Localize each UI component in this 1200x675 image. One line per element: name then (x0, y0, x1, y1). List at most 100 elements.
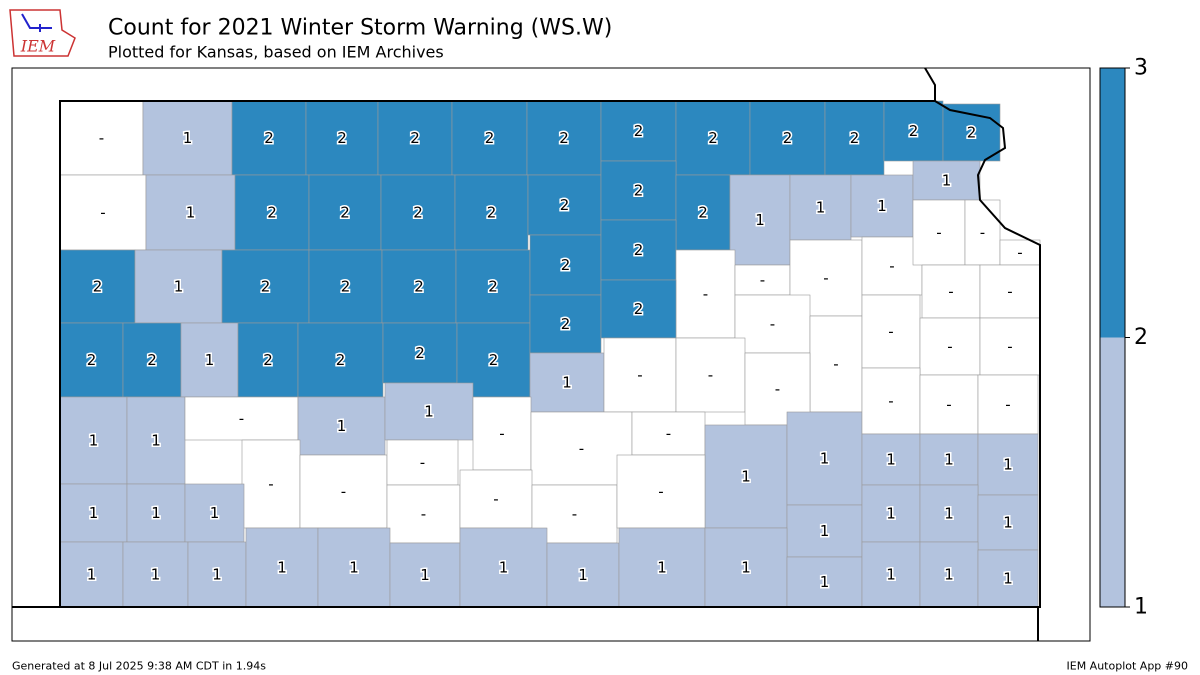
county (299, 454, 388, 529)
logo: IEM (9, 9, 76, 57)
county (308, 249, 383, 324)
county-label: 1 (741, 559, 751, 577)
county (126, 396, 186, 485)
county (529, 352, 605, 413)
county-label: 1 (877, 197, 887, 215)
county (977, 374, 1039, 435)
county-label: 2 (698, 204, 708, 222)
logo-outline (9, 9, 76, 57)
county-label: 1 (886, 505, 896, 523)
subtitle: Plotted for Kansas, based on IEM Archive… (108, 43, 444, 62)
county-label: - (637, 366, 642, 384)
county-label: 2 (414, 278, 424, 296)
county-label: 2 (489, 351, 499, 369)
county (912, 160, 981, 201)
county (977, 549, 1039, 608)
county (381, 249, 457, 324)
county-label: 1 (1003, 570, 1013, 588)
county-label: 2 (909, 122, 919, 140)
county-label: 2 (967, 124, 977, 142)
county (734, 264, 791, 296)
county (786, 504, 863, 558)
county-label: 1 (151, 432, 161, 450)
county-label: - (100, 204, 105, 222)
county-label: 2 (93, 278, 103, 296)
county-label: - (947, 338, 952, 356)
colorbar: 1 2 3 (1099, 56, 1148, 620)
county-label: 1 (151, 504, 161, 522)
county-label: - (708, 366, 713, 384)
county-label: - (980, 224, 985, 242)
county-label: 1 (89, 432, 99, 450)
colorbar-segment (1100, 68, 1125, 338)
county-label: 1 (820, 573, 830, 591)
county-label: 2 (336, 351, 346, 369)
county (977, 494, 1039, 551)
county-label: 2 (87, 351, 97, 369)
county-label: 1 (277, 559, 287, 577)
county-label: 2 (634, 300, 644, 318)
county-label: 2 (337, 129, 347, 147)
county-label: 1 (944, 505, 954, 523)
county-label: 1 (820, 450, 830, 468)
county-label: 2 (485, 129, 495, 147)
county-label: - (421, 505, 426, 523)
county (883, 100, 944, 162)
county-label: 1 (816, 199, 826, 217)
counties (59, 100, 1041, 608)
county-label: 1 (89, 504, 99, 522)
county-label: 1 (755, 211, 765, 229)
county-label: 1 (210, 504, 220, 522)
county-label: - (823, 269, 828, 287)
county (134, 249, 223, 324)
county (809, 315, 863, 413)
county (861, 433, 921, 486)
county (384, 382, 474, 441)
county-label: 1 (942, 172, 952, 190)
county (675, 174, 731, 251)
county-label: 1 (420, 566, 430, 584)
county (675, 337, 746, 413)
county-label: - (888, 323, 893, 341)
county-label: 2 (850, 129, 860, 147)
county (704, 424, 788, 529)
county (529, 294, 602, 354)
county-label: 1 (87, 566, 97, 584)
county-label: - (703, 285, 708, 303)
footer-right: IEM Autoplot App #90 (1067, 660, 1189, 673)
county (600, 279, 677, 339)
county-label: 1 (212, 566, 222, 584)
county (380, 174, 456, 251)
county-label: 2 (487, 204, 497, 222)
county-label: - (572, 505, 577, 523)
county-label: 1 (562, 374, 572, 392)
county (861, 294, 921, 369)
county-label: 2 (415, 344, 425, 362)
county (237, 322, 299, 398)
county (527, 174, 602, 236)
county-label: 1 (820, 522, 830, 540)
county (789, 174, 852, 241)
county-label: 1 (151, 566, 161, 584)
county-label: 1 (349, 559, 359, 577)
county-labels: - 1 2 2 2 2 2 2 2 2 2 2 2 - 1 2 2 2 2 2 2 2 1 1 1 1 2 1 2 2 2 2 2 2 - - - - - -… (85, 121, 1024, 593)
county-label: - (946, 396, 951, 414)
county-label: 1 (886, 451, 896, 469)
county (850, 174, 914, 238)
county-label: - (499, 425, 504, 443)
county (675, 249, 736, 339)
county-label: 2 (634, 241, 644, 259)
county (472, 396, 532, 471)
county (459, 527, 548, 608)
county-label: - (888, 392, 893, 410)
county-label: 2 (783, 129, 793, 147)
county (600, 160, 677, 221)
county (122, 541, 189, 608)
county (964, 199, 1001, 266)
county-label: 2 (560, 196, 570, 214)
county-label: 1 (499, 559, 509, 577)
county-label: 2 (488, 278, 498, 296)
county-label: - (770, 315, 775, 333)
county-label: - (760, 271, 765, 289)
county-label: - (936, 224, 941, 242)
